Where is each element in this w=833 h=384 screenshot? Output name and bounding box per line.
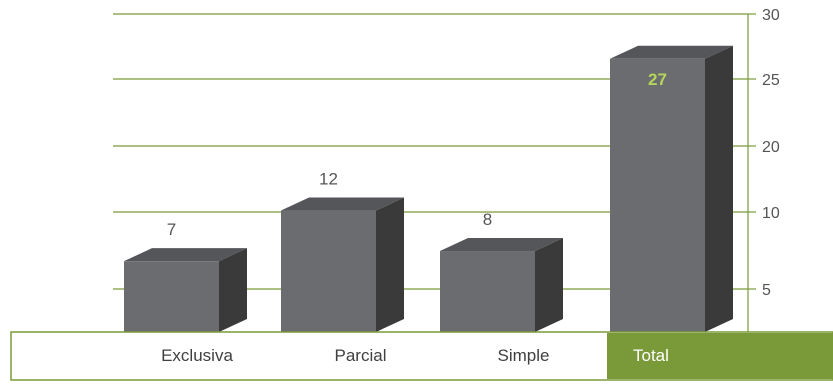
bar-top [124,248,247,262]
bar-top [610,45,733,59]
category-label: Total [633,346,669,365]
y-axis: 30 25 20 10 5 [747,7,780,332]
category-label: Parcial [335,346,387,365]
bar-side [376,197,404,332]
bar-total [610,45,733,332]
bar-front [610,58,705,332]
bar-front [124,261,219,332]
y-tick-label: 10 [762,205,780,222]
data-label: 7 [167,220,176,239]
category-label: Simple [498,346,550,365]
y-tick-label: 30 [762,7,780,24]
bars [124,45,733,332]
data-label: 27 [648,70,667,89]
data-labels: 7 12 8 27 [167,70,667,239]
category-table: Exclusiva Parcial Simple Total [10,331,833,381]
bar-side [535,238,563,332]
highlight-cell [607,333,833,379]
bar-parcial [281,197,404,332]
bar-front [281,210,376,332]
y-tick-label: 20 [762,139,780,156]
bar-side [219,248,247,332]
data-label: 12 [319,170,338,189]
bar-front [440,251,535,332]
bar-side [705,45,733,332]
bar-simple [440,238,563,332]
bar-top [281,197,404,211]
category-label: Exclusiva [161,346,233,365]
bar-exclusiva [124,248,247,332]
bar-top [440,238,563,252]
y-tick-label: 25 [762,72,780,89]
y-tick-label: 5 [762,282,771,299]
data-label: 8 [483,210,492,229]
